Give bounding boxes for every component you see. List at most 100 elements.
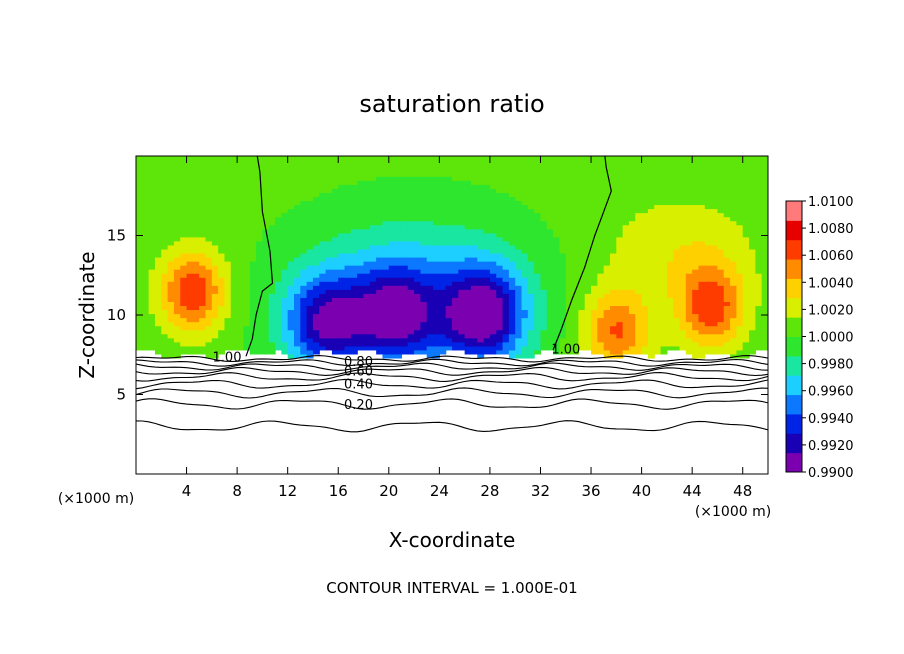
heatmap-cell (433, 236, 440, 242)
heatmap-cell (275, 220, 282, 226)
heatmap-cell (357, 172, 365, 177)
heatmap-cell (698, 317, 706, 323)
heatmap-cell (357, 168, 365, 173)
heatmap-cell (249, 277, 257, 282)
heatmap-cell (205, 172, 213, 177)
heatmap-cell (723, 224, 731, 230)
heatmap-cell (666, 188, 674, 193)
heatmap-cell (698, 204, 706, 210)
heatmap-cell (344, 184, 352, 189)
heatmap-cell (641, 289, 649, 294)
heatmap-cell (723, 321, 731, 327)
heatmap-cell (483, 329, 491, 335)
heatmap-cell (186, 208, 194, 214)
heatmap-cell (154, 248, 162, 254)
heatmap-cell (622, 188, 630, 193)
heatmap-cell (275, 293, 282, 298)
heatmap-cell (306, 156, 314, 161)
heatmap-cell (224, 345, 232, 351)
heatmap-cell (439, 220, 447, 226)
heatmap-cell (685, 309, 693, 315)
heatmap-cell (325, 337, 333, 343)
heatmap-cell (616, 176, 624, 181)
heatmap-cell (401, 164, 409, 169)
heatmap-cell (616, 265, 624, 270)
heatmap-cell (344, 220, 352, 226)
heatmap-cell (464, 176, 472, 181)
heatmap-cell (199, 232, 207, 238)
heatmap-cell (357, 240, 365, 246)
heatmap-cell (173, 353, 181, 359)
heatmap-cell (426, 273, 434, 278)
heatmap-cell (306, 265, 314, 270)
heatmap-cell (749, 317, 756, 323)
heatmap-cell (414, 236, 421, 242)
heatmap-cell (572, 236, 579, 242)
heatmap-cell (148, 248, 156, 254)
heatmap-cell (521, 188, 529, 193)
heatmap-cell (698, 160, 706, 165)
heatmap-cell (597, 228, 605, 234)
heatmap-cell (268, 164, 276, 169)
heatmap-cell (610, 325, 617, 331)
heatmap-cell (610, 337, 617, 343)
heatmap-cell (546, 261, 554, 266)
heatmap-cell (439, 232, 447, 238)
heatmap-cell (572, 228, 579, 234)
heatmap-cell (331, 172, 339, 177)
heatmap-cell (281, 269, 289, 274)
heatmap-cell (319, 244, 327, 250)
heatmap-cell (704, 317, 712, 323)
heatmap-cell (452, 256, 459, 262)
heatmap-cell (401, 277, 409, 282)
heatmap-cell (445, 236, 453, 242)
heatmap-cell (477, 212, 485, 218)
heatmap-cell (496, 337, 504, 343)
heatmap-cell (275, 325, 282, 331)
heatmap-cell (376, 317, 384, 323)
heatmap-cell (142, 317, 150, 323)
heatmap-cell (489, 313, 497, 319)
heatmap-cell (628, 333, 636, 339)
heatmap-cell (685, 160, 693, 165)
heatmap-cell (673, 164, 681, 169)
heatmap-cell (496, 160, 504, 165)
heatmap-cell (452, 273, 459, 278)
heatmap-cell (452, 325, 459, 331)
heatmap-cell (192, 321, 200, 327)
heatmap-cell (559, 309, 567, 315)
heatmap-cell (376, 341, 384, 347)
heatmap-cell (508, 341, 516, 347)
heatmap-cell (483, 297, 491, 302)
heatmap-cell (628, 277, 636, 282)
heatmap-cell (597, 208, 605, 214)
heatmap-cell (148, 244, 156, 250)
heatmap-cell (591, 269, 598, 274)
heatmap-cell (192, 180, 200, 185)
heatmap-cell (199, 333, 207, 339)
heatmap-cell (281, 172, 289, 177)
heatmap-cell (382, 220, 390, 226)
heatmap-cell (553, 208, 561, 214)
heatmap-cell (294, 172, 301, 177)
heatmap-cell (755, 212, 763, 218)
heatmap-cell (401, 265, 409, 270)
heatmap-cell (527, 309, 535, 315)
heatmap-cell (376, 269, 384, 274)
heatmap-cell (546, 156, 554, 161)
heatmap-cell (173, 277, 181, 282)
heatmap-cell (597, 244, 605, 250)
heatmap-cell (527, 337, 535, 343)
heatmap-cell (136, 289, 143, 294)
heatmap-cell (559, 301, 567, 307)
heatmap-cell (414, 305, 421, 311)
heatmap-cell (508, 156, 516, 161)
heatmap-cell (350, 252, 358, 258)
heatmap-cell (565, 188, 573, 193)
heatmap-cell (161, 184, 169, 189)
heatmap-cell (211, 309, 219, 315)
heatmap-cell (331, 200, 339, 206)
heatmap-cell (635, 293, 643, 298)
heatmap-cell (704, 289, 712, 294)
heatmap-cell (180, 269, 188, 274)
